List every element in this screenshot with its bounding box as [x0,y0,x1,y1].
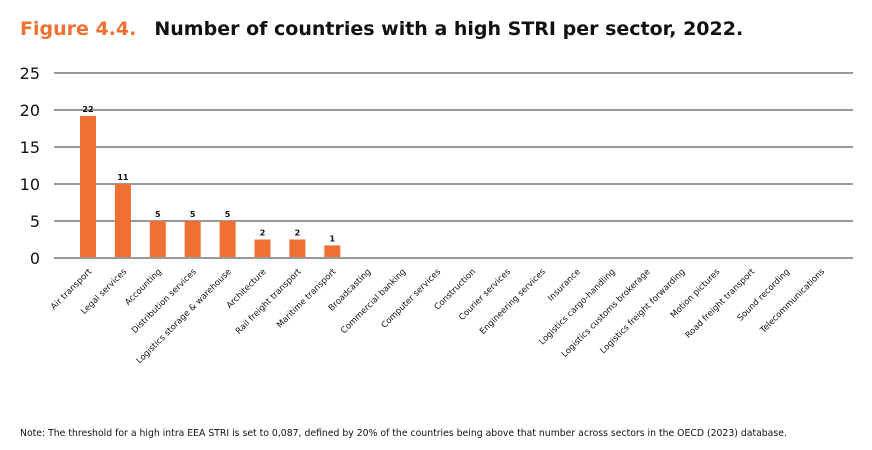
bar [114,184,131,257]
chart-title: Number of countries with a high STRI per… [154,18,744,40]
data-label: 2 [260,229,266,238]
y-tick-label: 25 [20,64,40,83]
data-label: 22 [82,105,93,114]
x-tick-label: Maritime transport [275,267,339,331]
y-tick-label: 5 [30,212,40,231]
data-label: 11 [117,173,129,182]
x-tick-label: Commercial banking [339,267,408,336]
bar [149,221,166,257]
figure-number: Figure 4.4. [20,18,137,40]
x-tick-label: Engineering services [478,267,548,337]
bar [219,221,236,257]
data-label: 5 [225,210,231,219]
y-tick-label: 15 [20,138,40,157]
y-tick-label: 0 [30,249,40,268]
data-label: 5 [190,210,196,219]
bar [254,239,271,257]
x-tick-label: Telecommunications [758,267,828,337]
x-tick-label: Road freight transport [684,267,758,341]
x-tick-label: Insurance [546,267,583,304]
x-tick-label: Computer services [380,267,444,331]
y-tick-label: 20 [20,101,40,120]
data-label: 1 [330,234,336,243]
x-tick-label: Distribution services [130,267,199,336]
bar [324,245,341,257]
x-tick-label: Rail freight transport [234,267,304,337]
bar [289,239,306,257]
chart-note: Note: The threshold for a high intra EEA… [20,428,787,439]
data-label: 5 [155,210,161,219]
y-tick-label: 10 [20,175,40,194]
data-label: 2 [295,229,301,238]
bar [184,221,201,257]
bar [80,115,96,257]
figure-title: Figure 4.4. Number of countries with a hi… [20,18,743,40]
